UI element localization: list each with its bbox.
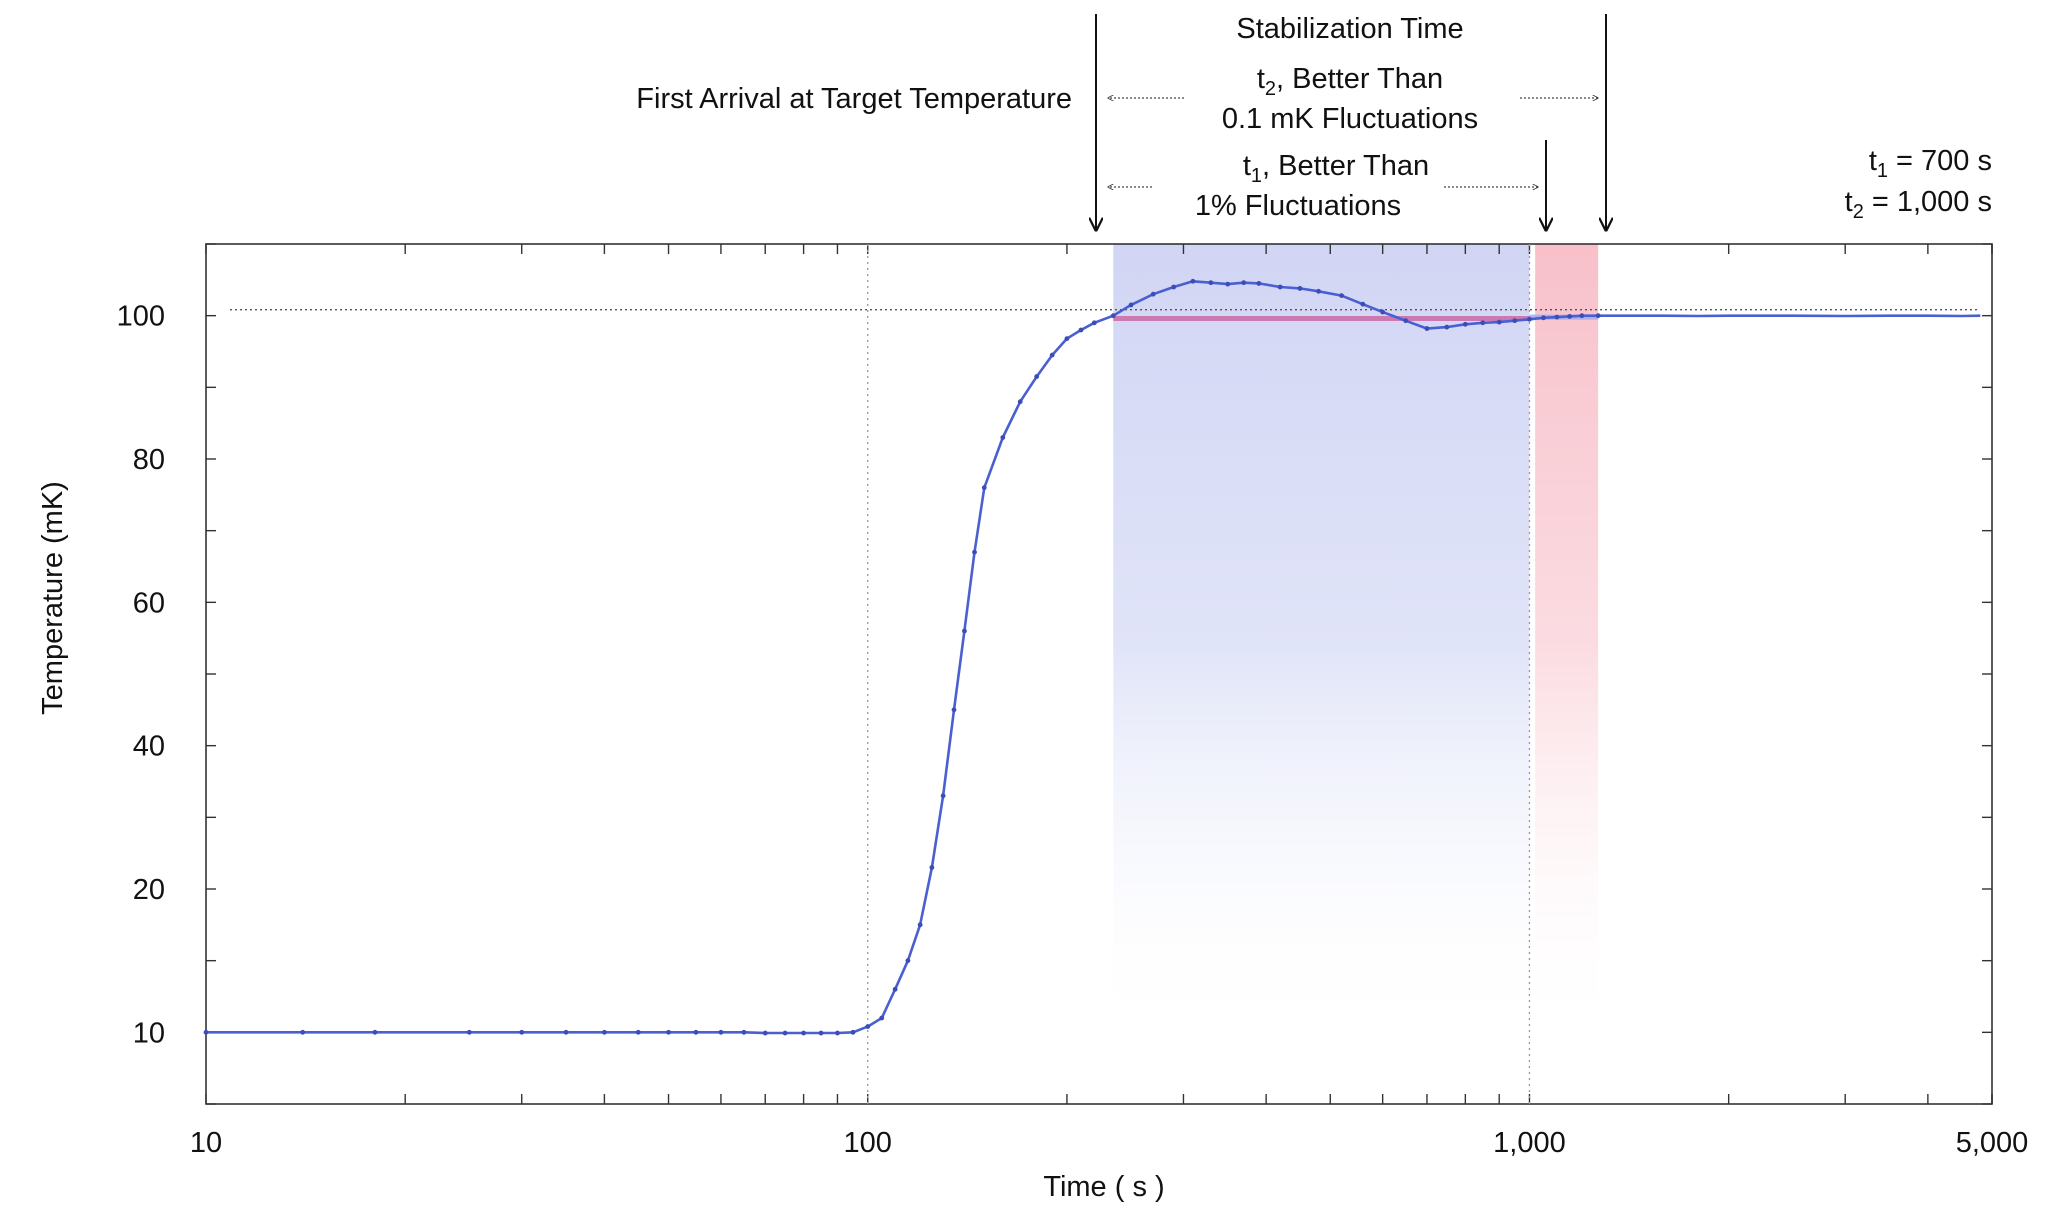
y-tick-label: 80 — [133, 444, 165, 476]
series-temperature — [203, 278, 1981, 1036]
data-point — [466, 1029, 472, 1035]
data-point — [850, 1029, 856, 1035]
data-point — [1424, 326, 1430, 331]
y-tick-label: 10 — [133, 1017, 165, 1049]
data-point — [1380, 309, 1386, 315]
data-point — [1297, 286, 1303, 291]
data-point — [1225, 281, 1231, 287]
x-axis-title: Time ( s ) — [1043, 1171, 1164, 1203]
data-point — [762, 1030, 768, 1036]
x-tick-label: 1,000 — [1493, 1127, 1566, 1159]
x-tick-label: 5,000 — [1956, 1127, 2029, 1159]
plot-frame — [205, 243, 1993, 1105]
data-point — [1554, 314, 1560, 320]
data-point — [801, 1030, 807, 1036]
data-point — [1150, 291, 1156, 297]
data-point — [1462, 321, 1468, 327]
data-point — [519, 1029, 525, 1035]
data-point — [741, 1029, 747, 1035]
data-point — [962, 628, 967, 634]
data-point — [1017, 399, 1023, 405]
data-point — [1541, 315, 1546, 321]
data-point — [1360, 301, 1366, 307]
y-tick-label: 40 — [133, 731, 165, 763]
first-arrival-label: First Arrival at Target Temperature — [636, 83, 1072, 115]
data-point — [879, 1015, 885, 1021]
axis-ticks — [205, 243, 1993, 1105]
x-tick-labels: 10 100 1,000 5,000 — [190, 1127, 2028, 1159]
data-point — [1316, 288, 1321, 294]
region-2 — [1535, 244, 1599, 1044]
t2-label-line2: 0.1 mK Fluctuations — [1222, 103, 1478, 135]
data-point — [1000, 435, 1006, 440]
data-point — [782, 1030, 788, 1036]
data-point — [972, 549, 977, 555]
data-point — [1339, 293, 1344, 298]
data-point — [892, 986, 898, 992]
data-point — [1277, 284, 1283, 290]
data-point — [1034, 374, 1040, 379]
t1-label-line2: 1% Fluctuations — [1195, 190, 1401, 222]
y-tick-label: 60 — [133, 587, 165, 619]
data-point — [1579, 313, 1585, 319]
annotations: Stabilization Time First Arrival at Targ… — [636, 13, 1992, 230]
data-point — [905, 958, 911, 964]
data-point — [1171, 284, 1177, 290]
data-point — [929, 865, 935, 870]
data-point — [1091, 320, 1097, 326]
data-point — [1110, 313, 1116, 319]
data-point — [1527, 316, 1532, 322]
series-line — [206, 279, 1981, 1035]
y-axis-title: Temperature (mK) — [37, 481, 69, 715]
data-point — [300, 1029, 306, 1035]
data-point — [1595, 313, 1601, 319]
data-point — [1512, 318, 1518, 324]
data-point — [835, 1030, 840, 1036]
data-point — [1078, 327, 1084, 333]
t1-label-line1: t1, Better Than — [1243, 150, 1429, 187]
data-point — [1208, 280, 1214, 286]
region-1 — [1113, 244, 1530, 1044]
data-point — [951, 707, 957, 713]
data-point — [372, 1029, 378, 1035]
t2-value-label: t2 = 1,000 s — [1845, 186, 1992, 223]
data-point — [1064, 336, 1070, 341]
data-point — [1256, 281, 1262, 286]
data-point — [1049, 352, 1055, 358]
data-point — [718, 1029, 724, 1035]
data-point — [1403, 318, 1409, 324]
y-tick-label: 100 — [117, 301, 165, 333]
data-point — [1480, 320, 1486, 326]
y-tick-labels: 10 20 40 60 80 100 — [117, 301, 165, 1050]
data-point — [635, 1029, 641, 1035]
reference-lines — [230, 244, 1978, 1104]
data-point — [865, 1024, 871, 1029]
x-tick-label: 100 — [844, 1127, 892, 1159]
data-point — [693, 1029, 699, 1035]
y-tick-label: 20 — [133, 874, 165, 906]
data-point — [1567, 313, 1573, 319]
data-point — [563, 1029, 569, 1035]
stabilization-time-label: Stabilization Time — [1236, 13, 1463, 45]
data-point — [203, 1029, 209, 1035]
regions — [1113, 244, 1599, 1044]
data-point — [1241, 280, 1247, 286]
data-point — [602, 1029, 607, 1035]
data-point — [1444, 324, 1450, 330]
data-point — [940, 793, 946, 799]
data-point — [1496, 319, 1502, 325]
data-point — [917, 922, 923, 928]
x-tick-label: 10 — [190, 1127, 222, 1159]
data-point — [1190, 278, 1196, 284]
data-point — [818, 1030, 824, 1036]
data-point — [981, 485, 987, 491]
t1-value-label: t1 = 700 s — [1869, 145, 1992, 182]
data-point — [1128, 302, 1134, 308]
t2-label-line1: t2, Better Than — [1257, 63, 1443, 100]
data-point — [666, 1029, 671, 1035]
